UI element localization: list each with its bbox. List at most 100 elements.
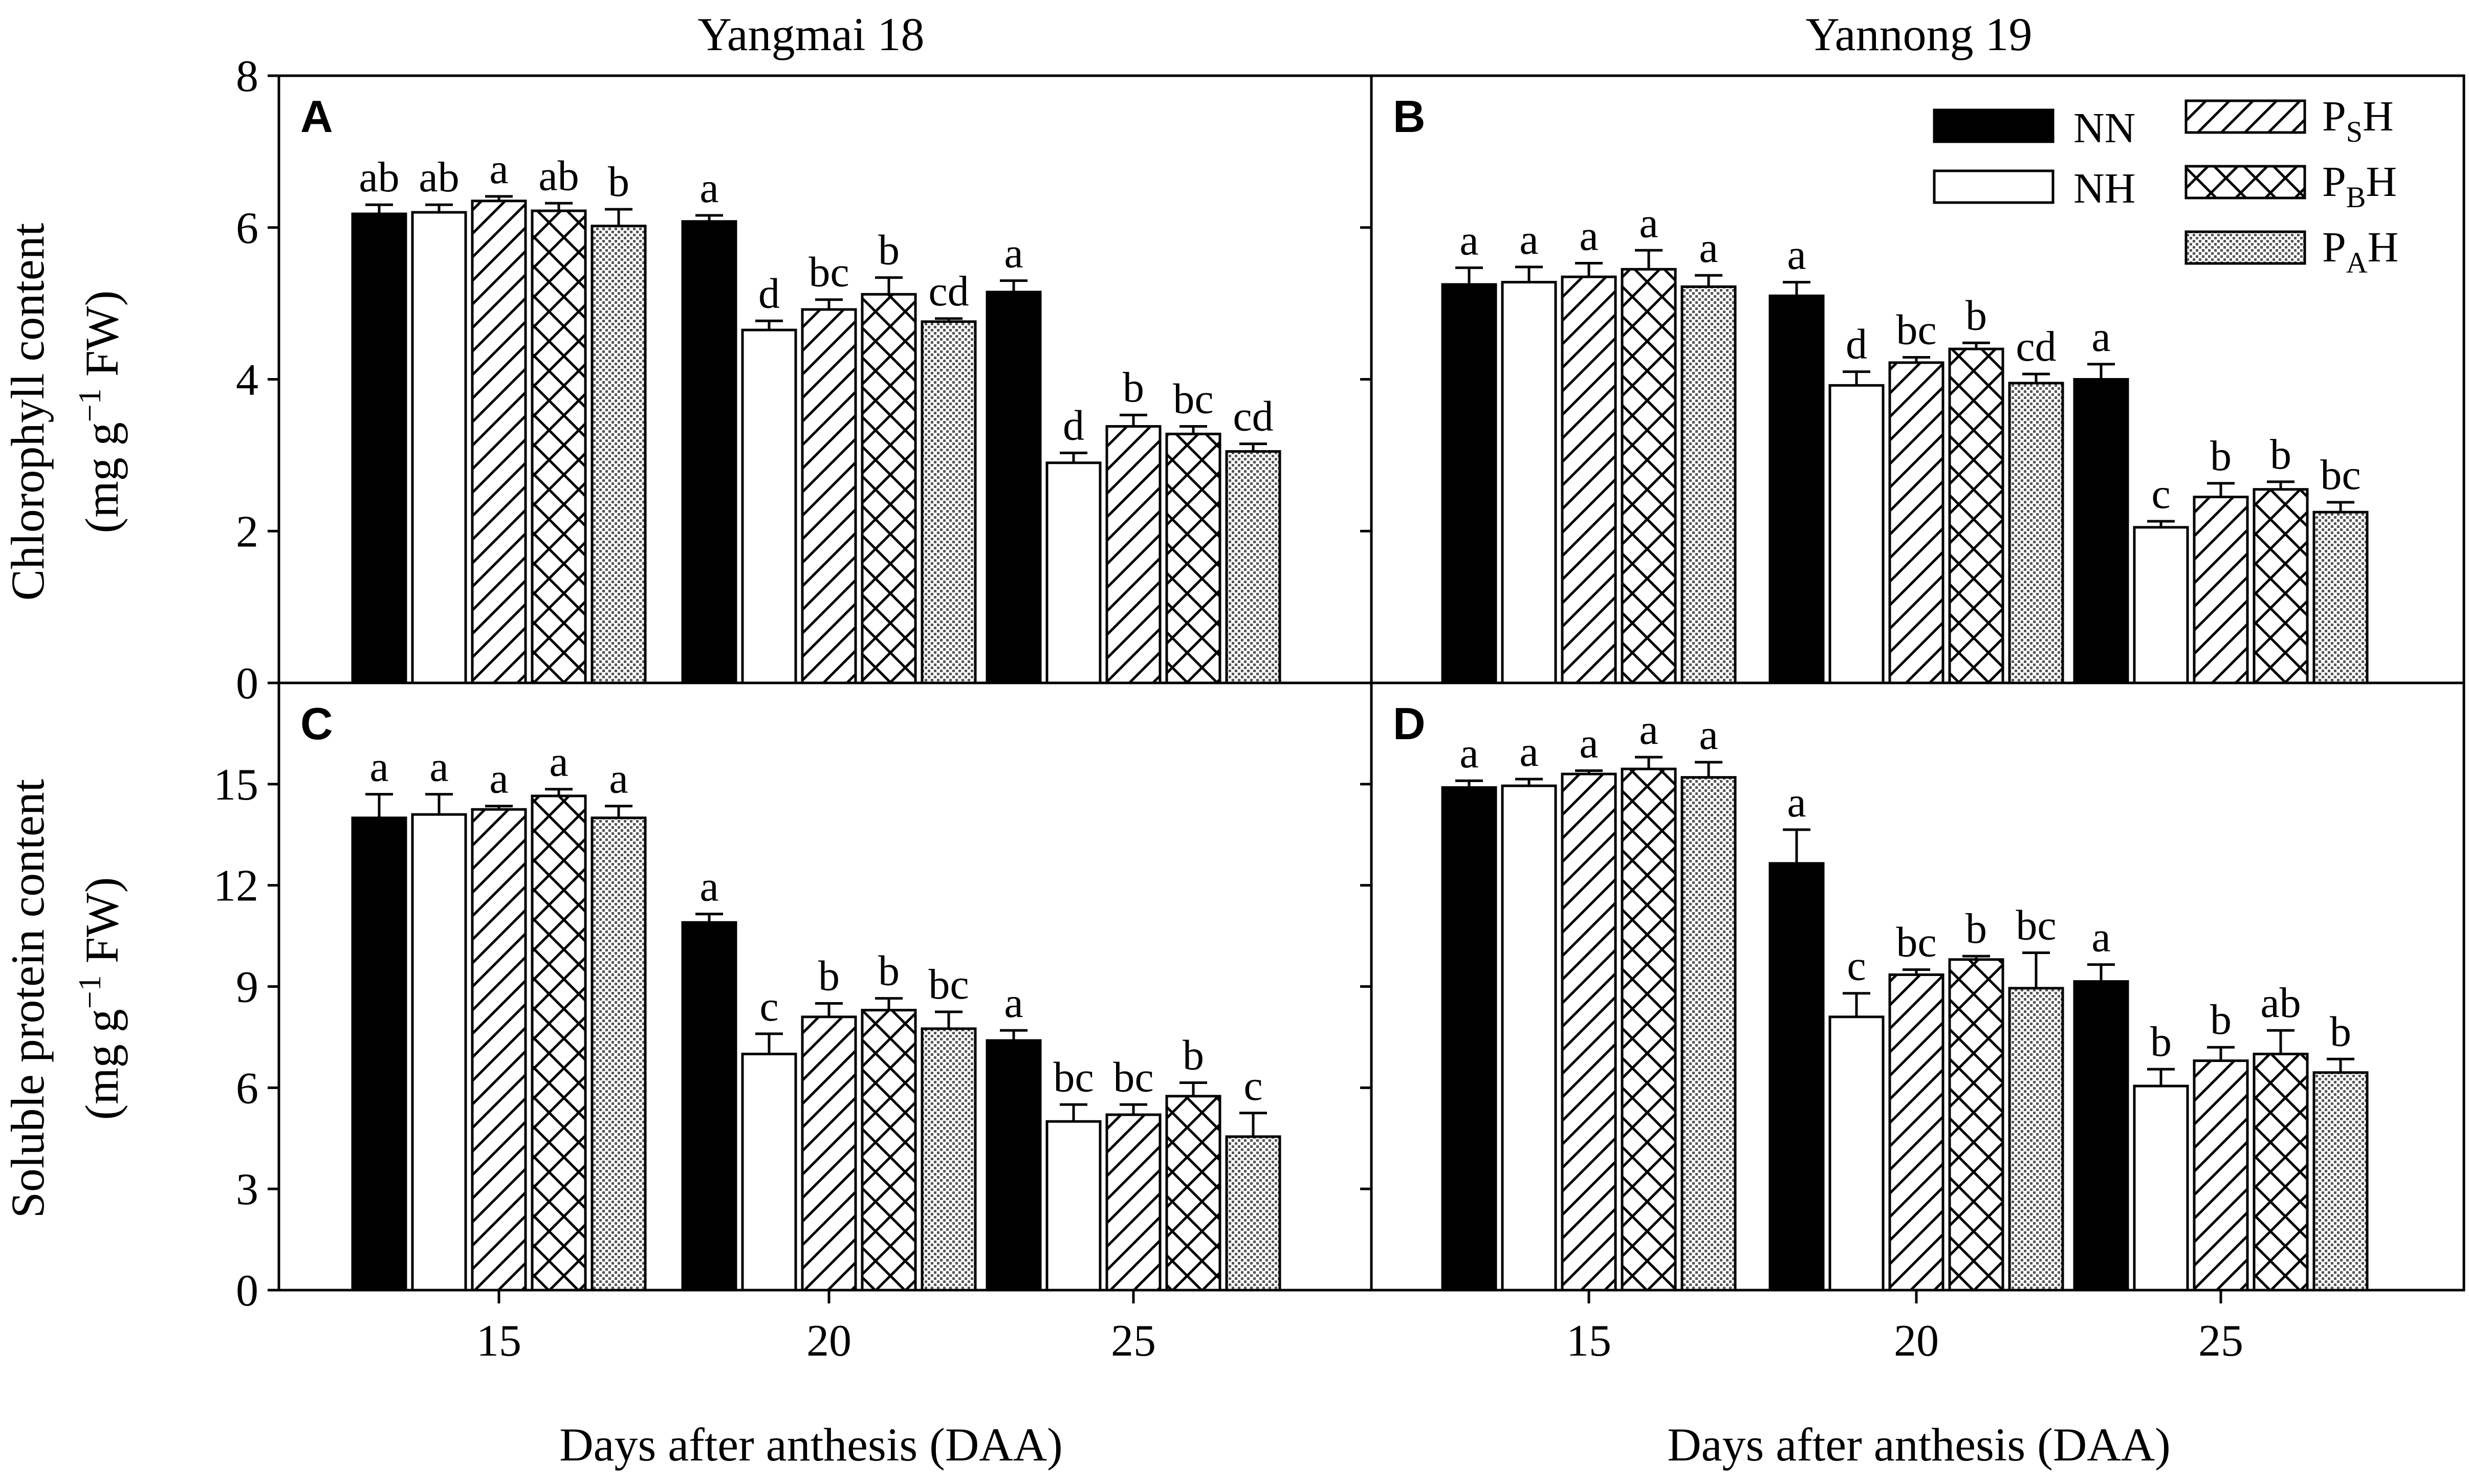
bar-d-pah-15 [1680, 776, 1737, 1292]
sig-letter-c-nn-20: a [700, 863, 718, 911]
panel-c-ytick-label: 9 [236, 963, 258, 1012]
bar-b-psh-15 [1561, 275, 1617, 684]
bar-a-nn-20 [681, 220, 737, 684]
panel-c-xtick-label: 20 [806, 1316, 851, 1366]
sig-letter-a-psh-15: a [489, 145, 508, 193]
bar-d-psh-15 [1561, 772, 1617, 1292]
bar-b-nn-15 [1441, 283, 1497, 684]
bar-c-pah-25 [1225, 1135, 1281, 1292]
sig-letter-d-nh-20: c [1847, 942, 1866, 990]
y-title-chlorophyll-unit-pre: (mg g [76, 422, 128, 533]
sig-letter-a-nn-20: a [700, 164, 718, 212]
sig-letter-d-pah-15: a [1699, 711, 1718, 759]
panel-c-xtick-label: 15 [476, 1316, 521, 1366]
bar-d-nh-25 [2133, 1084, 2189, 1292]
panel-a-ytick-label: 4 [236, 356, 258, 405]
bar-c-pbh-25 [1165, 1095, 1221, 1292]
panel-c-ytick-label: 15 [213, 760, 258, 810]
sig-letter-c-nh-20: c [759, 983, 778, 1030]
y-title-chlorophyll-unit: (mg g−1 FW) [73, 291, 128, 534]
bar-c-nh-25 [1045, 1120, 1102, 1292]
legend-swatch-nh [1933, 169, 2055, 204]
legend-swatch-nn [1933, 108, 2055, 143]
bar-b-nn-20 [1768, 294, 1825, 684]
panel-d-letter: D [1393, 698, 1426, 749]
legend-label-pah: PAH [2322, 224, 2398, 279]
sig-letter-b-psh-25: b [2210, 432, 2232, 480]
panel-c-letter: C [300, 698, 333, 749]
sig-letter-b-pah-25: bc [2320, 451, 2361, 499]
sig-letter-d-pbh-20: b [1965, 905, 1987, 953]
sig-letter-d-pah-20: bc [2016, 902, 2056, 949]
bar-c-nn-20 [681, 921, 737, 1292]
sig-letter-c-nn-15: a [369, 743, 388, 791]
panel-c-ytick-label: 3 [236, 1165, 258, 1214]
sig-letter-b-nn-20: a [1787, 231, 1806, 279]
bar-b-pah-20 [2008, 382, 2064, 684]
bar-a-pbh-15 [531, 209, 587, 684]
sig-letter-a-nh-20: d [758, 270, 780, 317]
sig-letter-c-pah-25: c [1243, 1062, 1262, 1110]
sig-letter-b-nn-25: a [2091, 313, 2110, 361]
bar-b-pbh-25 [2253, 488, 2309, 684]
sig-letter-d-psh-25: b [2210, 996, 2232, 1044]
x-title-left: Days after anthesis (DAA) [559, 1419, 1063, 1471]
bar-a-nn-15 [351, 212, 407, 684]
bar-d-nh-15 [1501, 784, 1557, 1292]
sig-letter-a-psh-20: bc [809, 249, 849, 296]
bar-a-psh-25 [1105, 425, 1162, 684]
panel-c-ytick-label: 12 [213, 861, 258, 911]
legend-swatch-pah [2184, 230, 2306, 265]
sig-letter-a-psh-25: b [1123, 364, 1144, 411]
col-title-yannong: Yannong 19 [1805, 8, 2032, 60]
bar-c-nn-25 [986, 1039, 1042, 1292]
sig-letter-b-nh-25: c [2151, 470, 2170, 518]
x-title-right: Days after anthesis (DAA) [1667, 1419, 2171, 1471]
sig-letter-a-pah-15: b [608, 158, 629, 206]
panel-d-xtick-label: 20 [1894, 1316, 1939, 1366]
bar-a-psh-15 [471, 200, 527, 684]
bar-d-nn-25 [2073, 980, 2129, 1292]
panel-a-ytick-label: 0 [236, 659, 258, 708]
panel-c-xtick-label: 25 [1111, 1316, 1156, 1366]
panel-a-letter: A [300, 91, 333, 142]
sig-letter-d-pah-25: b [2330, 1008, 2351, 1055]
sig-letter-c-pah-15: a [609, 755, 628, 803]
sig-letter-a-pah-25: cd [1233, 393, 1273, 440]
bar-d-nh-20 [1828, 1015, 1885, 1292]
bar-b-psh-25 [2193, 495, 2249, 684]
panel-c-ytick-label: 6 [236, 1064, 258, 1113]
legend-label-nh: NH [2073, 165, 2135, 212]
sig-letter-d-nh-15: a [1519, 728, 1538, 776]
bar-a-psh-20 [801, 308, 857, 684]
bar-a-pbh-25 [1165, 432, 1221, 684]
sig-letter-c-nh-25: bc [1053, 1053, 1094, 1101]
bar-c-nh-15 [411, 813, 467, 1292]
sig-letter-b-psh-15: a [1579, 212, 1598, 259]
sig-letter-d-nn-15: a [1459, 729, 1478, 777]
sig-letter-a-nn-25: a [1004, 230, 1023, 277]
sig-letter-c-pah-20: bc [928, 961, 969, 1008]
panel-d-xtick-label: 15 [1566, 1316, 1611, 1366]
bar-a-nn-25 [986, 291, 1042, 684]
sig-letter-d-pbh-15: a [1639, 706, 1658, 754]
sig-letter-b-pah-15: a [1699, 224, 1718, 272]
sig-letter-a-pah-20: cd [928, 268, 969, 315]
panel-d-xtick-label: 25 [2198, 1316, 2243, 1366]
bar-b-nh-25 [2133, 526, 2189, 684]
bar-d-pbh-25 [2253, 1052, 2309, 1292]
sig-letter-c-pbh-25: b [1183, 1031, 1204, 1079]
y-title-protein-unit: (mg g−1 FW) [73, 877, 128, 1120]
bar-c-psh-15 [471, 808, 527, 1292]
bar-b-psh-20 [1888, 361, 1944, 684]
bar-c-psh-20 [801, 1015, 857, 1292]
sig-letter-a-nh-25: d [1063, 402, 1084, 449]
col-title-yangmai: Yangmai 18 [697, 8, 924, 60]
y-title-protein-main: Soluble protein content [2, 779, 54, 1218]
